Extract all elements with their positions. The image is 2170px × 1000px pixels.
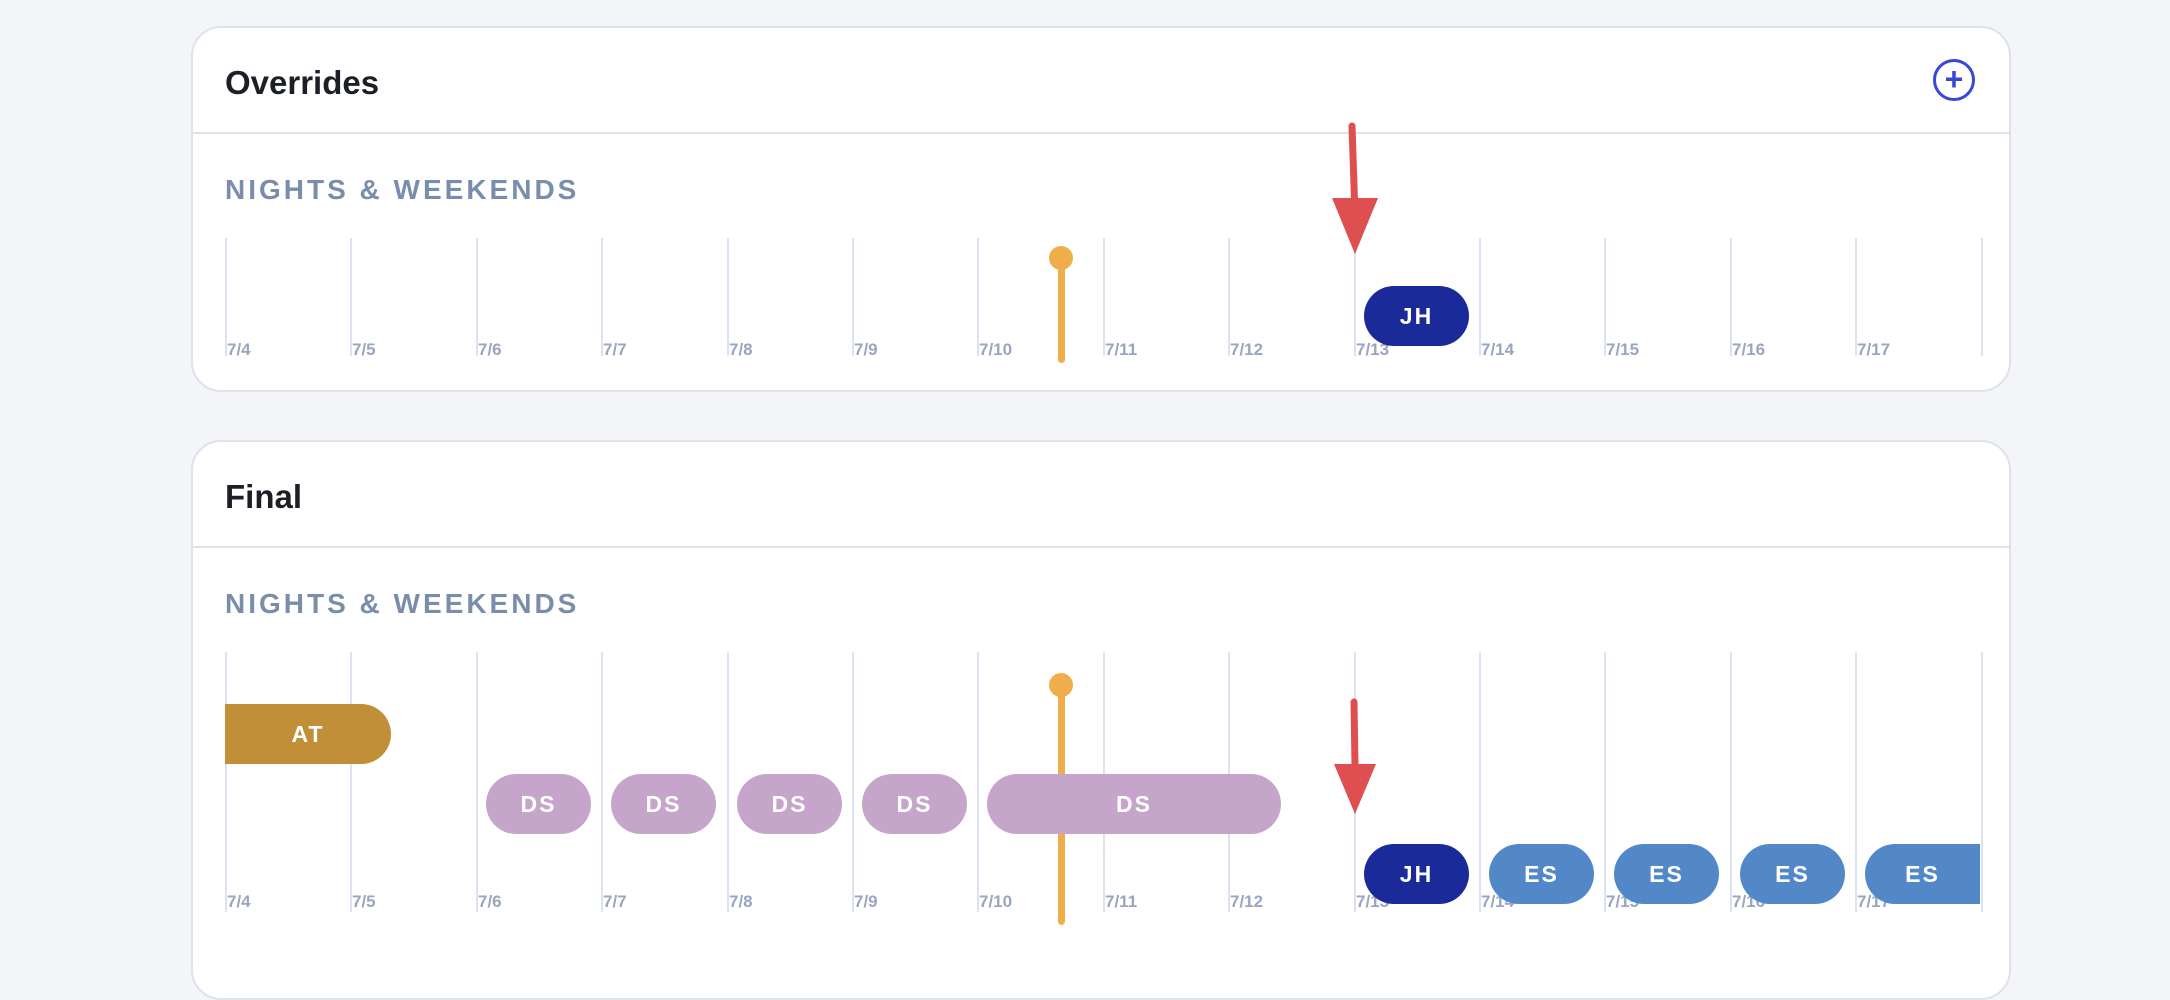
shift-pill-es[interactable]: ES	[1865, 844, 1980, 904]
date-label: 7/10	[979, 892, 1013, 911]
shift-pill-ds[interactable]: DS	[987, 774, 1281, 834]
day-gridline	[852, 652, 854, 912]
final-section-label: NIGHTS & WEEKENDS	[225, 588, 580, 619]
day-gridline	[977, 238, 979, 356]
day-gridline	[1855, 652, 1857, 912]
date-label: 7/17	[1857, 340, 1891, 359]
day-gridline	[1730, 238, 1732, 356]
date-label: 7/5	[352, 340, 376, 359]
day-gridline	[225, 652, 227, 912]
day-gridline	[1981, 238, 1983, 356]
day-gridline	[1354, 238, 1356, 356]
date-label: 7/11	[1105, 892, 1138, 911]
day-gridline	[1228, 238, 1230, 356]
day-gridline	[601, 652, 603, 912]
day-gridline	[1604, 238, 1606, 356]
overrides-header: Overrides +	[193, 28, 2009, 134]
overrides-section-label: NIGHTS & WEEKENDS	[225, 174, 580, 205]
date-label: 7/10	[979, 340, 1013, 359]
shift-pill-es[interactable]: ES	[1614, 844, 1719, 904]
shift-pill-ds[interactable]: DS	[737, 774, 842, 834]
date-label: 7/11	[1105, 340, 1138, 359]
day-gridline	[476, 238, 478, 356]
date-label: 7/13	[1356, 340, 1390, 359]
date-label: 7/6	[478, 340, 502, 359]
day-gridline	[727, 238, 729, 356]
date-label: 7/9	[854, 340, 878, 359]
current-time-marker	[1058, 258, 1065, 363]
plus-circle-icon: +	[1944, 61, 1964, 97]
date-label: 7/8	[729, 892, 753, 911]
date-label: 7/14	[1481, 340, 1515, 359]
shift-pill-at[interactable]: AT	[225, 704, 391, 764]
day-gridline	[852, 238, 854, 356]
annotation-arrow-icon	[1334, 698, 1376, 814]
day-gridline	[601, 238, 603, 356]
date-label: 7/9	[854, 892, 878, 911]
date-label: 7/5	[352, 892, 376, 911]
shift-pill-es[interactable]: ES	[1740, 844, 1845, 904]
date-label: 7/15	[1606, 340, 1640, 359]
date-label: 7/7	[603, 340, 627, 359]
day-gridline	[1855, 238, 1857, 356]
day-gridline	[1981, 652, 1983, 912]
day-gridline	[350, 652, 352, 912]
day-gridline	[977, 652, 979, 912]
date-label: 7/8	[729, 340, 753, 359]
shift-pill-jh[interactable]: JH	[1364, 286, 1469, 346]
day-gridline	[225, 238, 227, 356]
final-timeline: 7/4 7/5 7/6 7/7 7/8 7/9 7/10 7/11 7/12 7/13 7/14 7/…	[225, 652, 1983, 925]
date-label: 7/16	[1732, 340, 1766, 359]
day-gridline	[1479, 652, 1481, 912]
overrides-card: Overrides + NIGHTS & WEEKENDS 7/4 7/5 7/6 7…	[191, 26, 2011, 392]
date-label: 7/6	[478, 892, 502, 911]
shift-pill-jh[interactable]: JH	[1364, 844, 1469, 904]
day-gridline	[1604, 652, 1606, 912]
shift-pill-ds[interactable]: DS	[862, 774, 967, 834]
final-header: Final	[193, 442, 2009, 548]
day-gridline	[350, 238, 352, 356]
add-override-button[interactable]: +	[1933, 59, 1975, 101]
current-time-dot	[1049, 246, 1073, 270]
day-gridline	[727, 652, 729, 912]
final-title: Final	[225, 478, 303, 515]
day-gridline	[1103, 238, 1105, 356]
date-label: 7/4	[227, 892, 251, 911]
date-label: 7/7	[603, 892, 627, 911]
shift-pill-ds[interactable]: DS	[611, 774, 716, 834]
overrides-timeline: 7/4 7/5 7/6 7/7 7/8 7/9 7/10 7/11 7/12 7/13 7/14 7/…	[225, 238, 1983, 386]
day-gridline	[476, 652, 478, 912]
shift-pill-es[interactable]: ES	[1489, 844, 1594, 904]
date-label: 7/12	[1230, 892, 1264, 911]
overrides-title: Overrides	[225, 64, 380, 101]
current-time-dot	[1049, 673, 1073, 697]
day-gridline	[1730, 652, 1732, 912]
final-card: Final NIGHTS & WEEKENDS 7/4 7/5 7/6 7/7 7/8 7…	[191, 440, 2011, 1000]
day-gridline	[1479, 238, 1481, 356]
date-label: 7/4	[227, 340, 251, 359]
annotation-arrow-icon	[1332, 122, 1378, 254]
date-label: 7/12	[1230, 340, 1264, 359]
shift-pill-ds[interactable]: DS	[486, 774, 591, 834]
